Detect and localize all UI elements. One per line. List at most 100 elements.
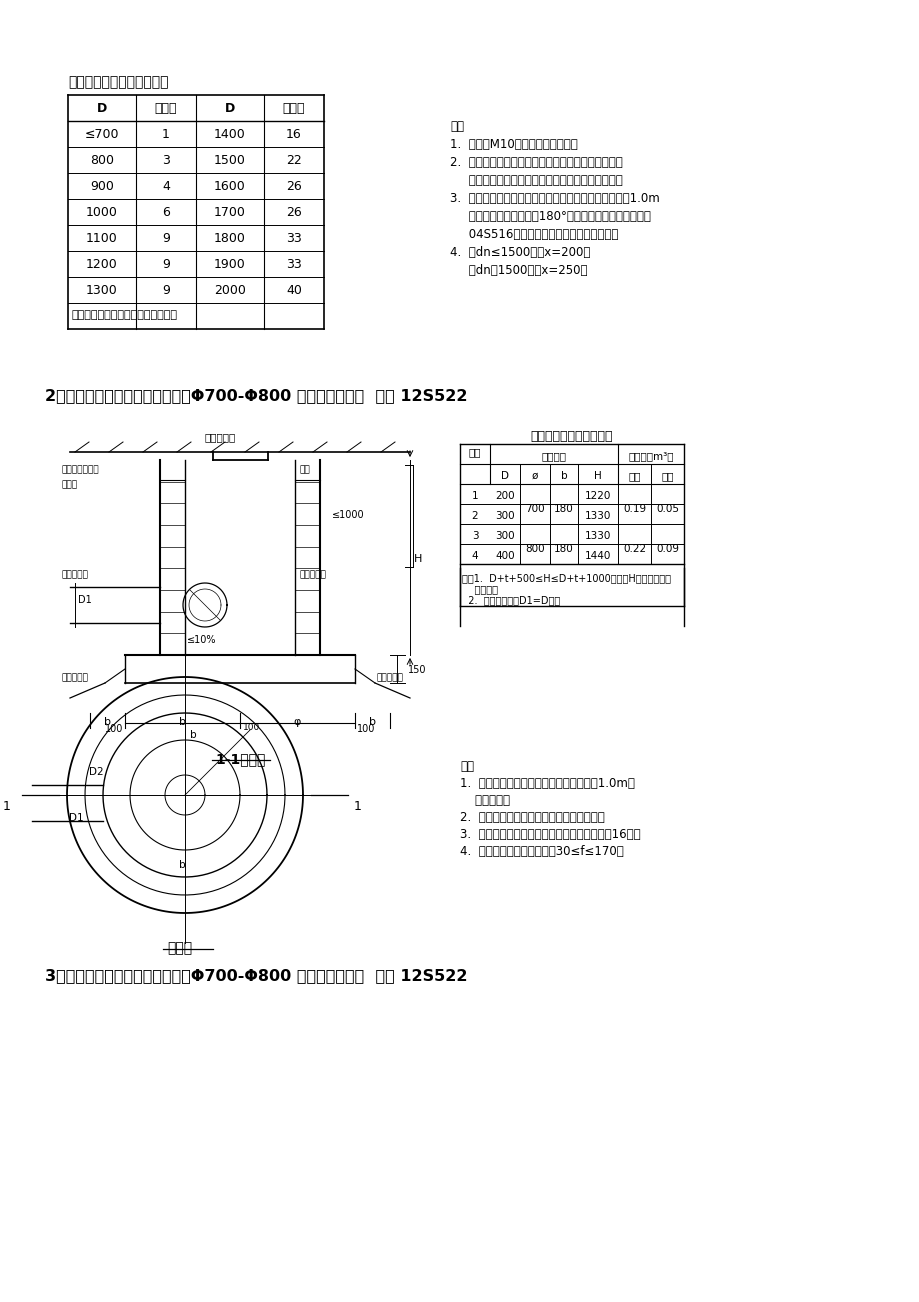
Text: 穿墙管洞口扣除模块数量表: 穿墙管洞口扣除模块数量表: [68, 76, 168, 89]
Text: 4: 4: [162, 180, 170, 193]
Text: 04S516《混凝土排水管道基础及接口》。: 04S516《混凝土排水管道基础及接口》。: [449, 228, 618, 241]
Text: 管外壁涂毛: 管外壁涂毛: [300, 570, 326, 579]
Text: 1: 1: [3, 799, 11, 812]
Text: 400: 400: [494, 551, 515, 561]
Text: 2.  材料、施工细则及其他要求详见总说明。: 2. 材料、施工细则及其他要求详见总说明。: [460, 811, 604, 824]
Text: 1.  适用条件：干管顶设计覆土厚度不大于1.0m；: 1. 适用条件：干管顶设计覆土厚度不大于1.0m；: [460, 777, 634, 790]
Text: 0.09: 0.09: [655, 544, 678, 553]
Text: b: b: [179, 717, 186, 727]
Text: D: D: [96, 102, 107, 115]
Text: 1220: 1220: [584, 491, 610, 501]
Text: 调整层: 调整层: [62, 480, 78, 490]
Text: H: H: [414, 553, 422, 564]
Text: 180: 180: [553, 504, 573, 514]
Text: 150: 150: [407, 665, 426, 674]
Text: D: D: [224, 102, 235, 115]
Text: b: b: [369, 717, 376, 727]
Text: 注：1.  D+t+500≤H≤D+t+1000，表中H值为此种井型: 注：1. D+t+500≤H≤D+t+1000，表中H值为此种井型: [461, 573, 670, 583]
Text: b: b: [560, 471, 567, 480]
Text: 最大值。: 最大值。: [461, 585, 497, 594]
Text: 9: 9: [162, 232, 170, 245]
Text: 序号: 序号: [469, 447, 481, 457]
Text: 3.  混凝土圆形管道管端洞口做法详见本图量第16页。: 3. 混凝土圆形管道管端洞口做法详见本图量第16页。: [460, 828, 640, 841]
Text: 2.  进出检查井的圆管若为承插口管，承口不应直接与: 2. 进出检查井的圆管若为承插口管，承口不应直接与: [449, 156, 622, 169]
Text: b: b: [104, 717, 111, 727]
Text: 800: 800: [525, 544, 544, 553]
Text: 3: 3: [471, 531, 478, 542]
Text: 40: 40: [286, 284, 301, 297]
Text: 0.19: 0.19: [622, 504, 645, 514]
Text: 33: 33: [286, 232, 301, 245]
Text: 1100: 1100: [86, 232, 118, 245]
Text: 1440: 1440: [584, 551, 610, 561]
Text: 管外壁涂毛: 管外壁涂毛: [62, 570, 89, 579]
Text: 3: 3: [162, 154, 170, 167]
Text: 26: 26: [286, 180, 301, 193]
Text: 注：此表数值依据做法（一）计算。: 注：此表数值依据做法（一）计算。: [72, 310, 177, 320]
Text: 33: 33: [286, 258, 301, 271]
Text: 900: 900: [90, 180, 114, 193]
Text: 1: 1: [354, 799, 361, 812]
Text: 1.  底浆：M10（防水）水泥砂浆。: 1. 底浆：M10（防水）水泥砂浆。: [449, 138, 577, 151]
Text: 1800: 1800: [214, 232, 245, 245]
Text: 1330: 1330: [584, 531, 610, 542]
Text: 当dn＞1500时，x=250。: 当dn＞1500时，x=250。: [449, 264, 587, 277]
Text: 混凝土管基: 混凝土管基: [377, 673, 403, 682]
Text: 2.  流槽工程量按D1=D计。: 2. 流槽工程量按D1=D计。: [461, 595, 560, 605]
Text: 范围内管道基础，采用180°混凝土基础，做法参见图集: 范围内管道基础，采用180°混凝土基础，做法参见图集: [449, 210, 650, 223]
Text: 200: 200: [494, 491, 515, 501]
Text: 4: 4: [471, 551, 478, 561]
Text: 1700: 1700: [214, 206, 245, 219]
Text: 预制混凝土井圈: 预制混凝土井圈: [62, 465, 99, 474]
Text: 3、混凝土模块式污水圆形检查井Φ700-Φ800 细部构造做法：  图集 12S522: 3、混凝土模块式污水圆形检查井Φ700-Φ800 细部构造做法： 图集 12S5…: [45, 967, 467, 983]
Text: 16: 16: [286, 128, 301, 141]
Text: 1200: 1200: [86, 258, 118, 271]
Text: ø: ø: [531, 471, 538, 480]
Text: 1: 1: [471, 491, 478, 501]
Text: 300: 300: [494, 510, 515, 521]
Text: D2: D2: [89, 767, 104, 777]
Text: φ: φ: [293, 717, 301, 727]
Text: 4.  当dn≤1500时，x=200；: 4. 当dn≤1500时，x=200；: [449, 246, 590, 259]
Text: 井盖及井座: 井盖及井座: [204, 432, 235, 441]
Text: D1: D1: [69, 812, 84, 823]
Text: 2: 2: [471, 510, 478, 521]
Text: 盖板: 盖板: [300, 465, 311, 474]
Text: 各部尺寸: 各部尺寸: [541, 450, 566, 461]
Text: 1300: 1300: [86, 284, 118, 297]
Text: 700: 700: [525, 504, 544, 514]
Text: 180: 180: [553, 544, 573, 553]
Text: 2000: 2000: [214, 284, 245, 297]
Text: 井室各部尺寸及工程量表: 井室各部尺寸及工程量表: [530, 430, 613, 443]
Text: 检查井相接，需选用接井专用短管节或切除承口。: 检查井相接，需选用接井专用短管节或切除承口。: [449, 174, 622, 187]
Text: 100: 100: [105, 724, 123, 734]
Text: 1400: 1400: [214, 128, 245, 141]
Text: D1: D1: [78, 595, 92, 605]
Text: ≤700: ≤700: [85, 128, 119, 141]
Text: 1330: 1330: [584, 510, 610, 521]
Text: 有地下水。: 有地下水。: [460, 794, 509, 807]
Text: H: H: [594, 471, 601, 480]
Text: 1600: 1600: [214, 180, 245, 193]
Text: 9: 9: [162, 258, 170, 271]
Text: 流槽: 流槽: [661, 471, 673, 480]
Text: 模块数: 模块数: [282, 102, 305, 115]
Text: 4.  预浇混凝土调整层高度：30≤f≤170。: 4. 预浇混凝土调整层高度：30≤f≤170。: [460, 845, 623, 858]
Text: 26: 26: [286, 206, 301, 219]
Text: b: b: [190, 730, 197, 740]
Text: 底板: 底板: [628, 471, 640, 480]
Text: D: D: [501, 471, 508, 480]
Text: 注：: 注：: [449, 120, 463, 133]
Text: 模块数: 模块数: [154, 102, 177, 115]
Text: 2、混凝土模块式雨水圆形检查井Φ700-Φ800 细部构造做法：  图集 12S522: 2、混凝土模块式雨水圆形检查井Φ700-Φ800 细部构造做法： 图集 12S5…: [45, 388, 467, 404]
Text: b: b: [179, 861, 186, 870]
Text: 混凝土管基: 混凝土管基: [62, 673, 89, 682]
Text: 800: 800: [90, 154, 114, 167]
Text: 平面图: 平面图: [167, 941, 192, 954]
Text: 0.22: 0.22: [622, 544, 645, 553]
Text: 工程量（m³）: 工程量（m³）: [628, 450, 673, 461]
Text: 0.05: 0.05: [655, 504, 678, 514]
Text: 6: 6: [162, 206, 170, 219]
Text: 9: 9: [162, 284, 170, 297]
Text: ≤10%: ≤10%: [187, 635, 216, 644]
